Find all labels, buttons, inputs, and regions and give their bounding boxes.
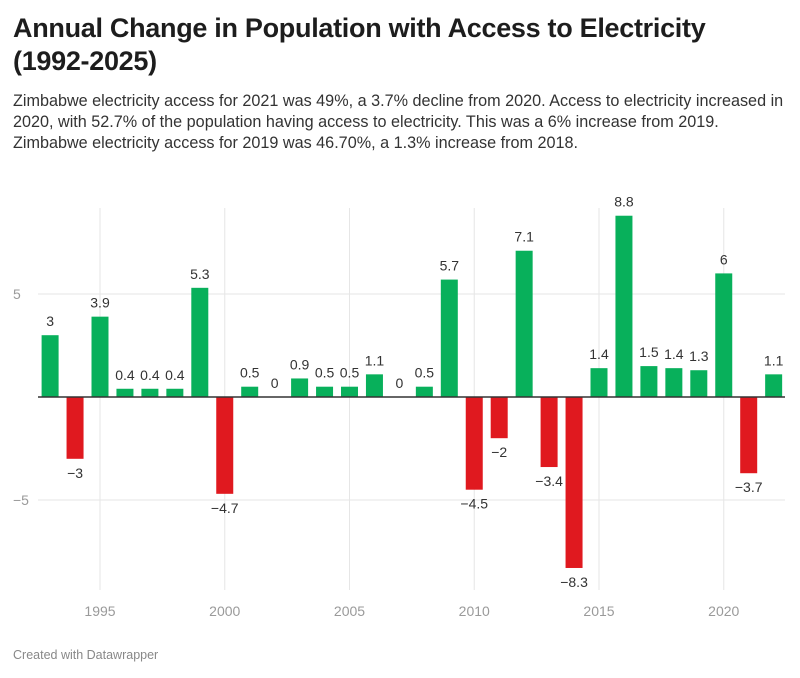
bar-value-label: 0 (271, 375, 279, 391)
bar-positive (316, 386, 334, 397)
x-tick-label: 2010 (459, 603, 490, 619)
bar-positive (690, 370, 708, 397)
x-tick-label: 2000 (209, 603, 240, 619)
bar-negative (565, 397, 583, 568)
bar-negative (540, 397, 558, 468)
x-tick-label: 2005 (334, 603, 365, 619)
bar-value-label: 0.4 (115, 367, 135, 383)
axis-layer: 5 −5 1995 2000 2005 2010 2015 2020 (13, 286, 785, 619)
bar-positive (241, 386, 259, 397)
bar-positive (765, 374, 783, 397)
bar-value-label: 1.3 (689, 348, 709, 364)
chart-description: Zimbabwe electricity access for 2021 was… (13, 92, 784, 152)
bar-value-label: 0.4 (140, 367, 160, 383)
bar-value-label: 0.5 (315, 365, 335, 381)
bar-positive (341, 386, 358, 397)
bar-positive (640, 366, 658, 397)
chart-title: Annual Change in Population with Access … (13, 13, 706, 76)
bar-positive (41, 335, 59, 397)
bar-value-label: 3.9 (90, 295, 110, 311)
bar-value-label: −2 (491, 444, 507, 460)
bar-value-label: −3.4 (535, 473, 563, 489)
bar-negative (740, 397, 758, 474)
bar-value-label: 0.5 (240, 365, 260, 381)
bar-value-label: −8.3 (560, 574, 588, 590)
bar-negative (465, 397, 483, 490)
bar-positive (665, 368, 683, 397)
datawrapper-credit: Created with Datawrapper (13, 648, 159, 662)
bar-value-label: 5.3 (190, 266, 210, 282)
bar-positive (440, 279, 458, 397)
bar-positive (116, 388, 134, 397)
bar-value-label: 6 (720, 251, 728, 267)
bar-positive (166, 388, 184, 397)
bar-chart: 3−33.90.4 0.4 0.45.3−4.70.500.90.5 0.51.100… (13, 194, 785, 619)
bar-value-label: 0.5 (415, 365, 435, 381)
bar-positive (590, 368, 608, 397)
bar-positive (415, 386, 433, 397)
bar-value-label: −3.7 (735, 479, 763, 495)
bar-value-label: 5.7 (440, 258, 460, 274)
bar-negative (66, 397, 84, 459)
bar-value-label: −4.5 (460, 496, 488, 512)
bar-value-label: 1.1 (365, 352, 385, 368)
bar-value-label: 1.4 (664, 346, 684, 362)
value-label-layer: 3−33.90.4 0.4 0.45.3−4.70.500.90.5 0.51.100… (46, 194, 783, 590)
bar-positive (291, 378, 309, 397)
bar-positive (365, 374, 383, 397)
bar-value-label: 3 (46, 313, 54, 329)
x-tick-label: 2015 (583, 603, 614, 619)
y-tick-label: 5 (13, 286, 21, 302)
bar-value-label: 0 (396, 375, 404, 391)
bar-negative (490, 397, 508, 439)
bar-value-label: −3 (67, 465, 83, 481)
bar-positive (91, 316, 109, 397)
bar-value-label: 0.9 (290, 356, 310, 372)
x-tick-label: 1995 (84, 603, 115, 619)
bar-value-label: 1.5 (639, 344, 659, 360)
bar-value-label: 0.4 (165, 367, 185, 383)
bar-negative (216, 397, 234, 494)
bar-value-label: 7.1 (514, 229, 534, 245)
y-tick-label: −5 (13, 492, 29, 508)
x-tick-label: 2020 (708, 603, 739, 619)
bar-positive (715, 273, 733, 397)
bar-value-label: 1.4 (589, 346, 609, 362)
bar-value-label: −4.7 (211, 500, 239, 516)
bar-positive (615, 215, 633, 397)
bar-value-label: 0.5 (340, 365, 360, 381)
bar-layer (41, 215, 783, 568)
grid-layer (38, 208, 785, 590)
bar-positive (515, 250, 533, 397)
bar-value-label: 8.8 (614, 194, 634, 210)
bar-value-label: 1.1 (764, 352, 784, 368)
bar-positive (191, 287, 209, 397)
bar-positive (141, 388, 159, 397)
